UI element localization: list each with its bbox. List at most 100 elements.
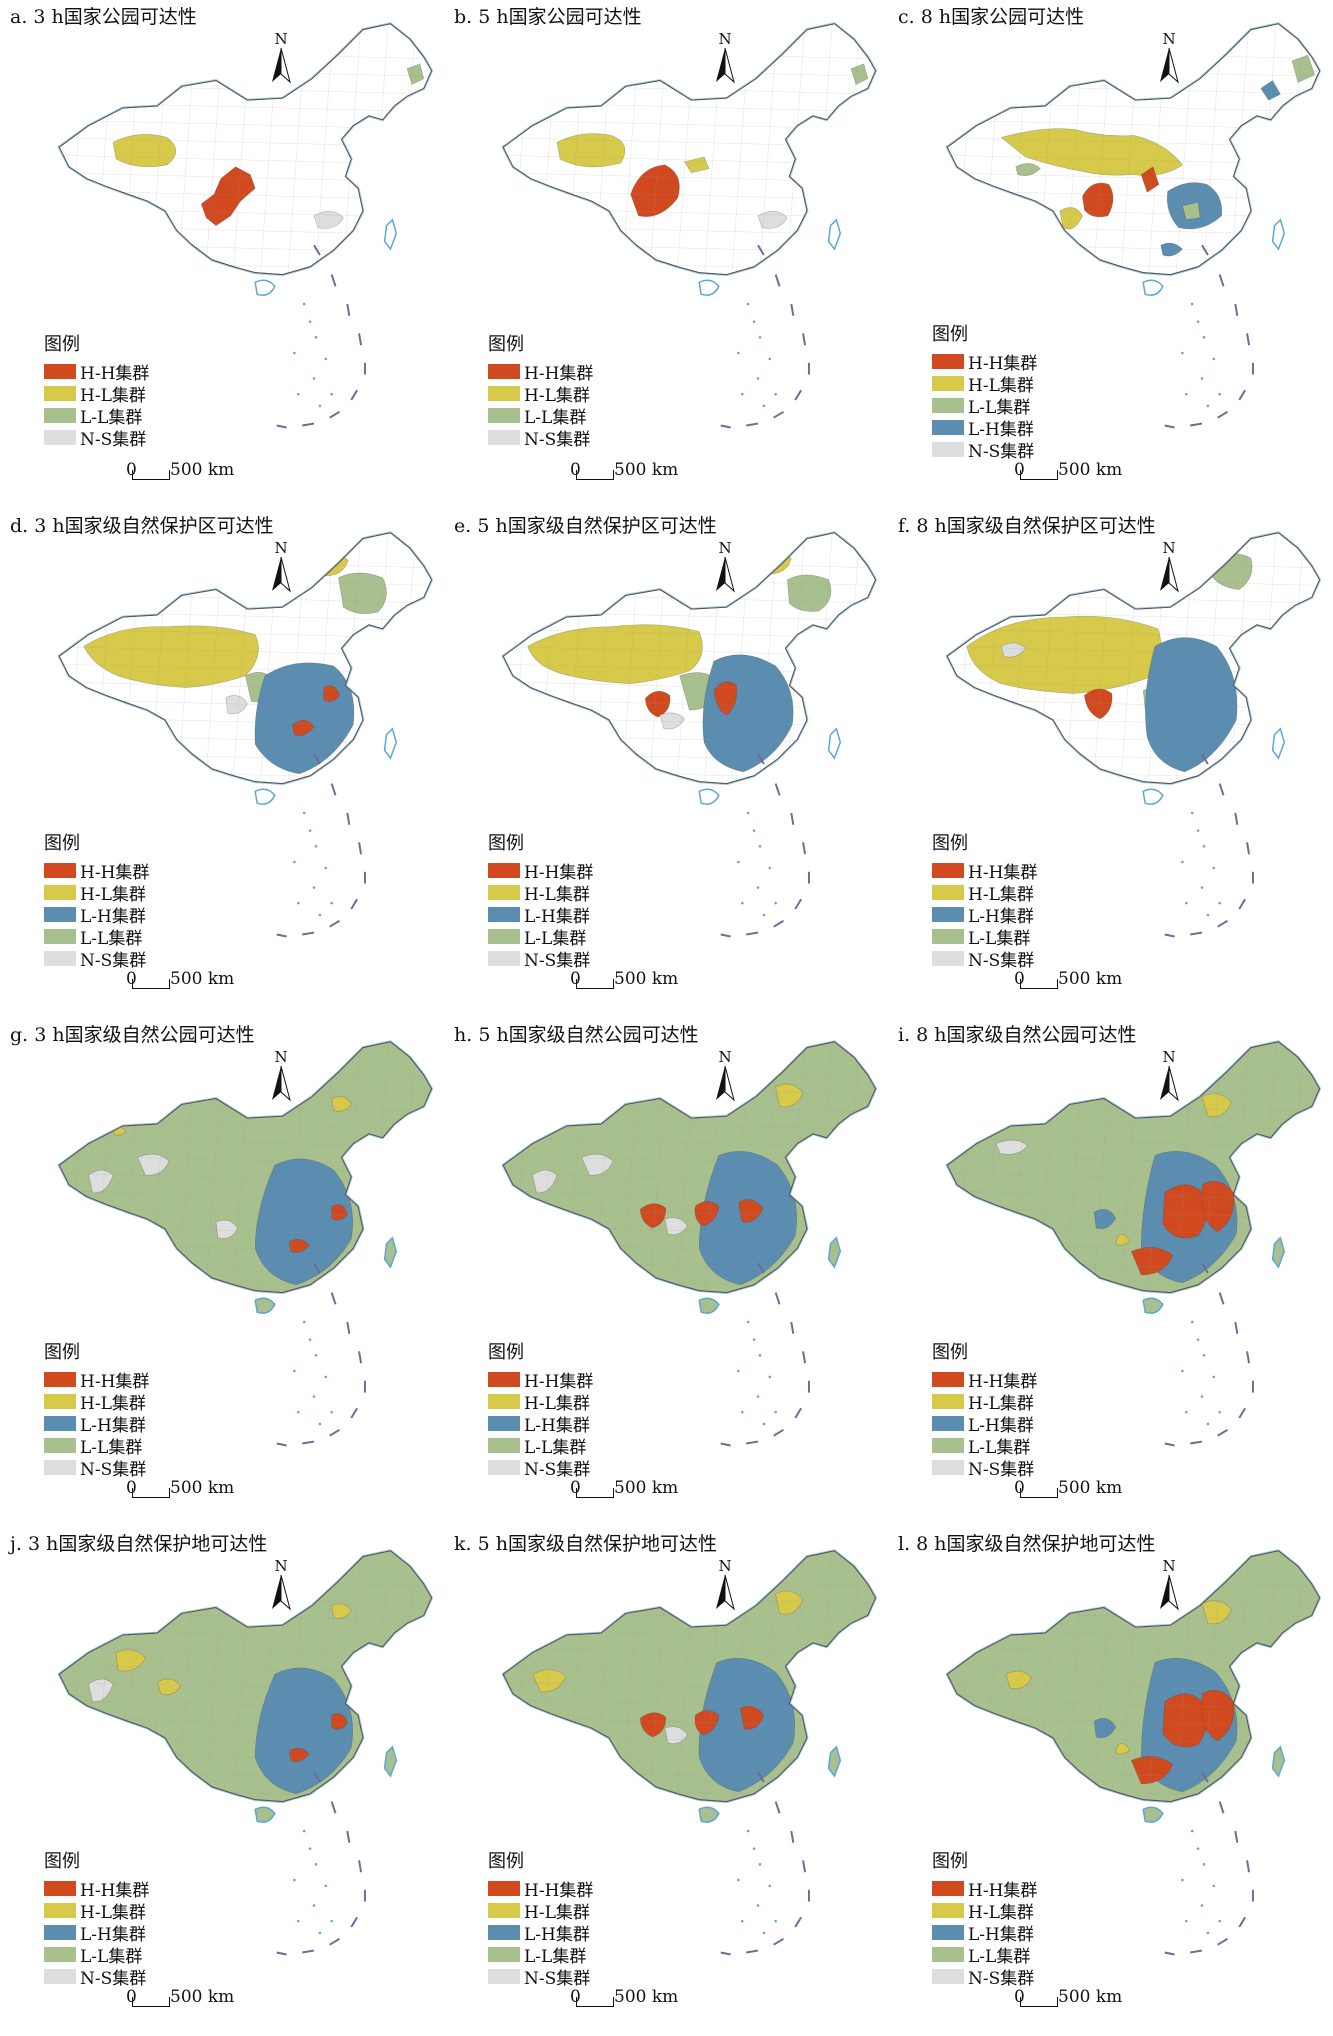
boundary-dash [350,1916,358,1928]
boundary-dash [276,1951,287,1956]
panel-title: f. 8 h国家级自然保护区可达性 [898,515,1156,537]
boundary-dash [1201,753,1209,765]
cluster-region-ns [659,712,685,730]
legend-swatch [932,375,964,391]
scale-distance-label: 500 km [170,969,235,989]
boundary-dash [350,1407,358,1419]
taiwan-island [383,218,398,251]
legend-swatch [932,1880,964,1896]
boundary-dash [346,812,351,825]
scale-zero-label: 0 [126,1987,137,2007]
scale-bar-line [132,470,170,480]
legend-swatch [44,1437,76,1453]
legend-swatch [488,407,520,423]
legend-label: H-H集群 [80,1880,150,1901]
legend-item-lh: L-H集群 [932,416,1037,440]
legend-label: L-L集群 [524,1437,587,1458]
boundary-dash [1218,1801,1225,1814]
legend-item-lh: L-H集群 [44,1412,149,1436]
boundary-dash [1218,1292,1225,1305]
panel-title: j. 3 h国家级自然保护地可达性 [10,1533,268,1555]
legend-item-ns: N-S集群 [932,947,1037,971]
legend: 图例 H-H集群 H-L集群 L-H集群 L-L集群 N-S集群 [932,1847,1037,1989]
boundary-dash [358,1351,363,1364]
boundary-dash [276,933,287,938]
boundary-dash [1201,244,1209,256]
boundary-dash [794,898,802,910]
boundary-dash [302,1440,315,1445]
north-label: N [274,1048,287,1066]
scale-distance-label: 500 km [170,1987,235,2007]
legend-label: H-L集群 [80,884,146,905]
cluster-region-ll [1291,54,1316,83]
scale-distance-label: 500 km [614,1478,679,1498]
legend-swatch [932,1924,964,1940]
legend-swatch [932,906,964,922]
cluster-region-ns [757,211,788,229]
legend-item-lh: L-H集群 [44,1921,149,1945]
north-label: N [274,30,287,48]
legend-swatch [44,363,76,379]
cluster-region-hl [78,1626,99,1641]
legend-label: H-L集群 [524,1393,590,1414]
legend-swatch [488,1924,520,1940]
legend-item-hh: H-H集群 [932,1368,1037,1392]
china-map-a [57,22,434,429]
boundary-dash [346,1830,351,1843]
legend-swatch [44,1393,76,1409]
boundary-dash [773,919,784,928]
legend-label: H-L集群 [524,385,590,406]
cluster-region-hh [289,1239,310,1253]
scale-bar-line [1020,470,1058,480]
legend-label: H-H集群 [524,1880,594,1901]
boundary-dash [1246,333,1251,346]
scale-distance-label: 500 km [1058,969,1123,989]
scale-distance-label: 500 km [170,1478,235,1498]
legend-label: H-L集群 [80,1902,146,1923]
cluster-region-ns [581,1153,614,1176]
boundary-dash [802,842,807,855]
hainan-island [1142,279,1164,296]
legend-swatch [932,1968,964,1984]
boundary-dash [1217,1428,1228,1437]
cluster-region-hl [331,1603,352,1619]
legend-label: H-L集群 [524,884,590,905]
boundary-dash [746,931,759,936]
legend-item-hl: H-L集群 [44,382,149,406]
legend-item-ll: L-L集群 [488,404,593,428]
taiwan-island [827,218,842,251]
north-label: N [1162,1557,1175,1575]
north-arrow-icon: N [1160,1048,1179,1102]
cluster-region-ns [532,1169,558,1194]
legend-label: N-S集群 [524,1459,591,1480]
cluster-region-lh [254,662,355,775]
legend-item-ll: L-L集群 [932,925,1037,949]
boundary-dash [773,1428,784,1437]
legend-swatch [44,884,76,900]
boundary-dash [774,274,781,287]
legend-swatch [44,1902,76,1918]
boundary-dash [358,1860,363,1873]
legend-label: H-L集群 [968,1393,1034,1414]
legend-item-ns: N-S集群 [44,1965,149,1989]
boundary-dash [350,389,358,401]
legend-label: L-H集群 [524,906,590,927]
legend-label: L-L集群 [524,1946,587,1967]
boundary-dash [276,424,287,429]
legend-swatch [44,1968,76,1984]
boundary-dash [302,422,315,427]
legend-label: N-S集群 [80,1968,147,1989]
boundary-dash [329,919,340,928]
hainan-island [1142,788,1164,805]
boundary-dash [1190,1440,1203,1445]
cluster-region-hl [331,1096,352,1112]
boundary-dash [774,1292,781,1305]
china-map-i [945,1040,1322,1447]
legend-title: 图例 [932,1342,968,1363]
legend-title: 图例 [488,1851,524,1872]
legend-swatch [44,1924,76,1940]
boundary-dash [1238,898,1246,910]
legend-swatch [488,1371,520,1387]
north-arrow-icon: N [272,1557,291,1611]
